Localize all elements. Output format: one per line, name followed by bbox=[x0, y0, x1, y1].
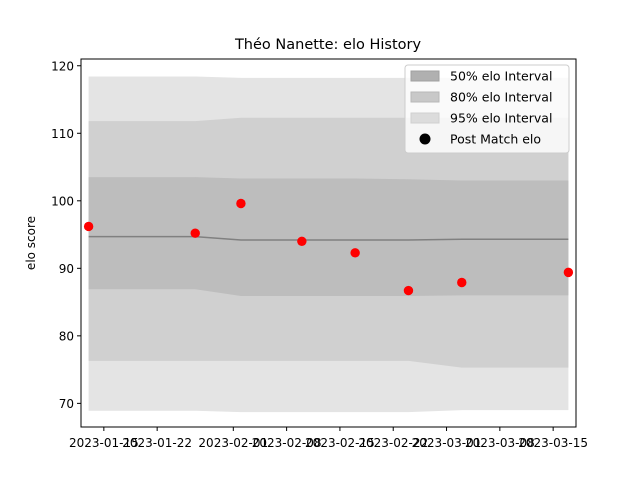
legend-label: 50% elo Interval bbox=[450, 69, 552, 84]
axes-frame bbox=[80, 58, 577, 428]
post-match-elo-point bbox=[297, 236, 307, 247]
legend-label: 80% elo Interval bbox=[450, 90, 552, 105]
x-tick-label: 2023-02-08 bbox=[252, 436, 322, 450]
post-match-elo-point bbox=[563, 267, 574, 278]
chart-title: Théo Nanette: elo History bbox=[234, 37, 422, 53]
legend-marker-post-match-elo bbox=[419, 133, 431, 145]
post-match-elo-point bbox=[236, 198, 246, 209]
x-tick-label: 2023-03-01 bbox=[412, 436, 482, 450]
x-tick-label: 2023-02-01 bbox=[198, 436, 268, 450]
legend-box bbox=[404, 64, 570, 154]
y-tick-label: 100 bbox=[51, 194, 74, 208]
plot-area bbox=[83, 76, 574, 413]
y-tick-label: 90 bbox=[59, 262, 74, 276]
legend: 50% elo Interval 80% elo Interval 95% elo … bbox=[404, 64, 570, 154]
x-tick-label: 2023-03-15 bbox=[518, 436, 588, 450]
post-match-elo-point bbox=[83, 221, 94, 232]
y-tick-label: 80 bbox=[59, 329, 74, 343]
legend-swatch-band95 bbox=[410, 112, 440, 124]
band-50-interval bbox=[88, 177, 569, 297]
y-tick-label: 70 bbox=[59, 397, 74, 411]
post-match-elo-point bbox=[190, 228, 200, 238]
x-tick-label: 2023-01-15 bbox=[69, 436, 139, 450]
x-tick-label: 2023-02-15 bbox=[305, 436, 375, 450]
x-tick-label: 2023-01-22 bbox=[122, 436, 192, 450]
y-axis-label: elo score bbox=[24, 216, 38, 270]
mean-elo-line bbox=[88, 235, 569, 241]
post-match-elo-point bbox=[350, 248, 360, 258]
legend-label: Post Match elo bbox=[450, 132, 541, 147]
post-match-elo-point bbox=[403, 285, 414, 296]
post-match-elo-point bbox=[457, 277, 467, 288]
x-tick-label: 2023-02-22 bbox=[358, 436, 428, 450]
legend-swatch-band80 bbox=[410, 91, 440, 103]
y-tick-label: 120 bbox=[51, 59, 74, 73]
x-tick-label: 2023-03-08 bbox=[465, 436, 535, 450]
y-tick-label: 110 bbox=[51, 127, 74, 141]
legend-label: 95% elo Interval bbox=[450, 111, 552, 126]
legend-swatch-band50 bbox=[410, 70, 440, 82]
